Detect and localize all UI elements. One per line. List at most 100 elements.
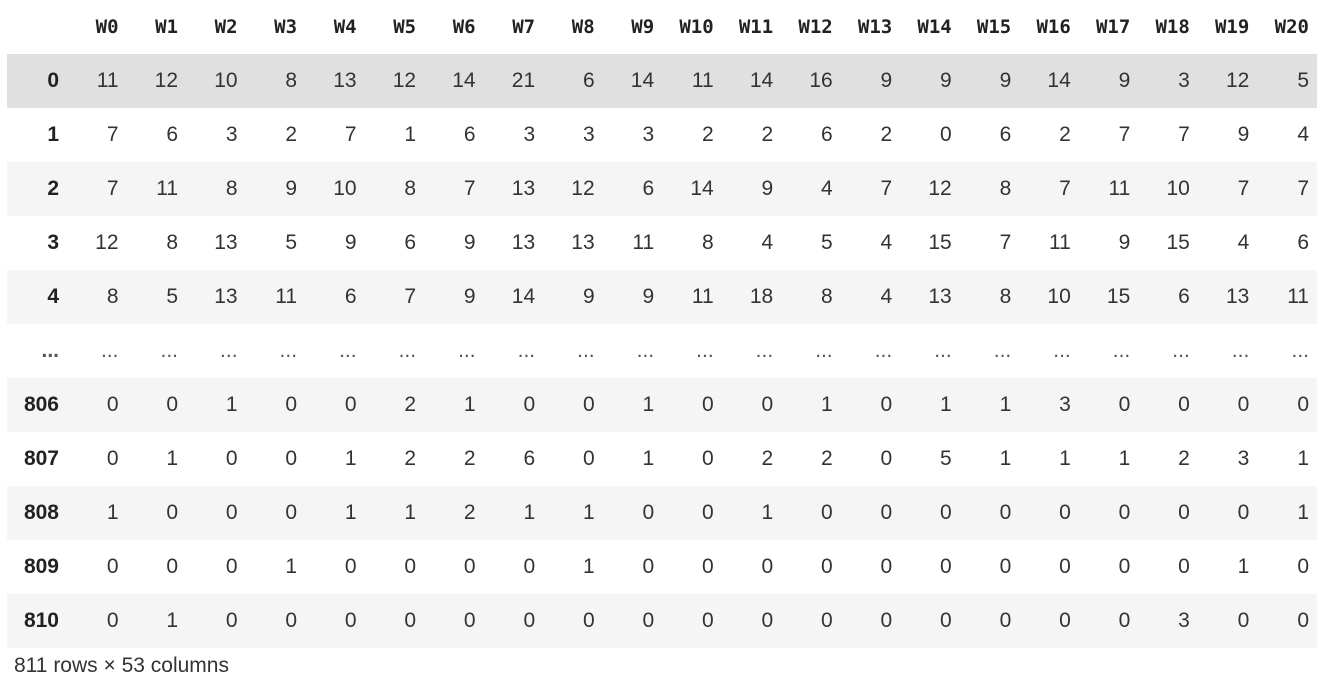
table-cell: 9: [880, 69, 893, 92]
table-cell: 0: [404, 609, 417, 632]
table-cell: 12: [95, 231, 119, 254]
table-cell: 9: [999, 69, 1012, 92]
table-cell: 7: [999, 231, 1012, 254]
row-index: 809: [23, 555, 59, 578]
table-cell: 0: [463, 555, 476, 578]
table-cell: 1: [1118, 447, 1131, 470]
table-cell: 8: [166, 231, 179, 254]
table-cell: 2: [463, 447, 476, 470]
table-cell: 6: [523, 447, 536, 470]
table-cell: 0: [106, 555, 119, 578]
table-cell: 0: [106, 393, 119, 416]
table-cell: 0: [582, 447, 595, 470]
table-cell: 0: [821, 609, 833, 632]
table-cell: 0: [701, 447, 714, 470]
table-cell: 0: [642, 555, 655, 578]
table-cell: 0: [166, 393, 179, 416]
table-cell: 6: [1178, 285, 1190, 308]
table-cell: 6: [1297, 231, 1309, 254]
table-cell: 5: [166, 285, 179, 308]
table-row: 3 12 8 13 5 9 6 9 13 13 11 8 4 5 4 15 7 11 9 15 4 6: [7, 216, 1317, 270]
column-header: W5: [393, 16, 417, 38]
table-cell: 10: [1047, 285, 1071, 308]
table-row: 808 1 0 0 0 1 1 2 1 1 0 0 1 0 0 0 0 0 0 0 0 1: [7, 486, 1317, 540]
table-cell: 9: [761, 177, 774, 200]
table-cell: 0: [1178, 501, 1190, 524]
table-cell: 1: [463, 393, 476, 416]
dataframe-table: W0 W1 W2 W3 W4 W5 W6 W7 W8 W9 W10 W11 W12 W13 W14 W15 W1…: [7, 0, 1317, 648]
table-cell: 0: [1118, 555, 1131, 578]
table-cell: ...: [1172, 339, 1190, 362]
table-cell: 1: [999, 447, 1012, 470]
table-cell: 1: [344, 501, 357, 524]
table-cell: 9: [1237, 123, 1250, 146]
table-cell: 0: [880, 393, 893, 416]
table-cell: 0: [940, 501, 952, 524]
table-cell: 13: [928, 285, 952, 308]
table-cell: 14: [749, 69, 774, 92]
table-cell: 13: [214, 231, 238, 254]
table-cell: 2: [1059, 123, 1071, 146]
table-cell: ...: [696, 339, 714, 362]
table-cell: 0: [880, 447, 893, 470]
table-cell: 3: [523, 123, 536, 146]
table-cell: ...: [279, 339, 298, 362]
table-cell: 2: [761, 447, 774, 470]
header-row: W0 W1 W2 W3 W4 W5 W6 W7 W8 W9 W10 W11 W12 W13 W14 W15 W1…: [7, 0, 1317, 54]
table-cell: 15: [1106, 285, 1131, 308]
table-cell: 0: [523, 555, 536, 578]
table-cell: 18: [749, 285, 774, 308]
table-cell: 0: [1178, 393, 1190, 416]
table-cell: ...: [1231, 339, 1250, 362]
table-cell: 1: [285, 555, 298, 578]
table-cell: 0: [940, 555, 952, 578]
table-cell: 0: [1178, 555, 1190, 578]
table-cell: 13: [511, 231, 536, 254]
table-row: 2 7 11 8 9 10 8 7 13 12 6 14 9 4 7 12 8 7 11 10 7 7: [7, 162, 1317, 216]
table-cell: 0: [880, 555, 893, 578]
table-cell: ...: [1291, 339, 1309, 362]
table-cell: 0: [761, 393, 774, 416]
table-cell: 0: [999, 555, 1012, 578]
table-cell: 0: [1237, 609, 1250, 632]
table-cell: 7: [1178, 123, 1190, 146]
column-header: W10: [679, 16, 714, 38]
table-cell: 9: [582, 285, 595, 308]
table-cell: 6: [463, 123, 476, 146]
table-cell: 11: [275, 285, 298, 308]
table-cell: 4: [761, 231, 774, 254]
table-header: W0 W1 W2 W3 W4 W5 W6 W7 W8 W9 W10 W11 W12 W13 W14 W15 W1…: [7, 0, 1317, 54]
column-header: W3: [274, 16, 298, 38]
row-index: 3: [47, 231, 59, 254]
table-cell: 12: [928, 177, 952, 200]
table-cell: 0: [344, 555, 357, 578]
column-header: W11: [738, 16, 774, 38]
table-cell: 0: [225, 501, 238, 524]
table-cell: 0: [1118, 393, 1131, 416]
column-header: W7: [512, 16, 536, 38]
table-cell: 8: [701, 231, 714, 254]
table-cell: 7: [404, 285, 417, 308]
table-cell: 0: [582, 609, 595, 632]
table-cell: 1: [642, 393, 655, 416]
table-cell: 8: [999, 177, 1012, 200]
table-cell: 3: [582, 123, 595, 146]
table-cell: ...: [101, 339, 119, 362]
table-cell: 3: [225, 123, 238, 146]
table-cell: 6: [344, 285, 357, 308]
table-cell: 1: [582, 501, 595, 524]
table-row: 1 7 6 3 2 7 1 6 3 3 3 2 2 6 2 0 6 2 7 7 9 4: [7, 108, 1317, 162]
table-cell: 0: [285, 501, 298, 524]
table-cell: 0: [1059, 609, 1071, 632]
table-cell: ...: [1112, 339, 1131, 362]
table-cell: ...: [458, 339, 476, 362]
table-cell: 5: [285, 231, 298, 254]
table-cell: 11: [1287, 285, 1309, 308]
table-cell: 0: [1297, 393, 1309, 416]
table-cell: 3: [1059, 393, 1071, 416]
column-header: W17: [1095, 16, 1131, 38]
table-cell: 0: [1118, 501, 1131, 524]
row-index: 808: [23, 501, 59, 524]
table-cell: 0: [880, 609, 893, 632]
table-cell: 10: [1166, 177, 1190, 200]
